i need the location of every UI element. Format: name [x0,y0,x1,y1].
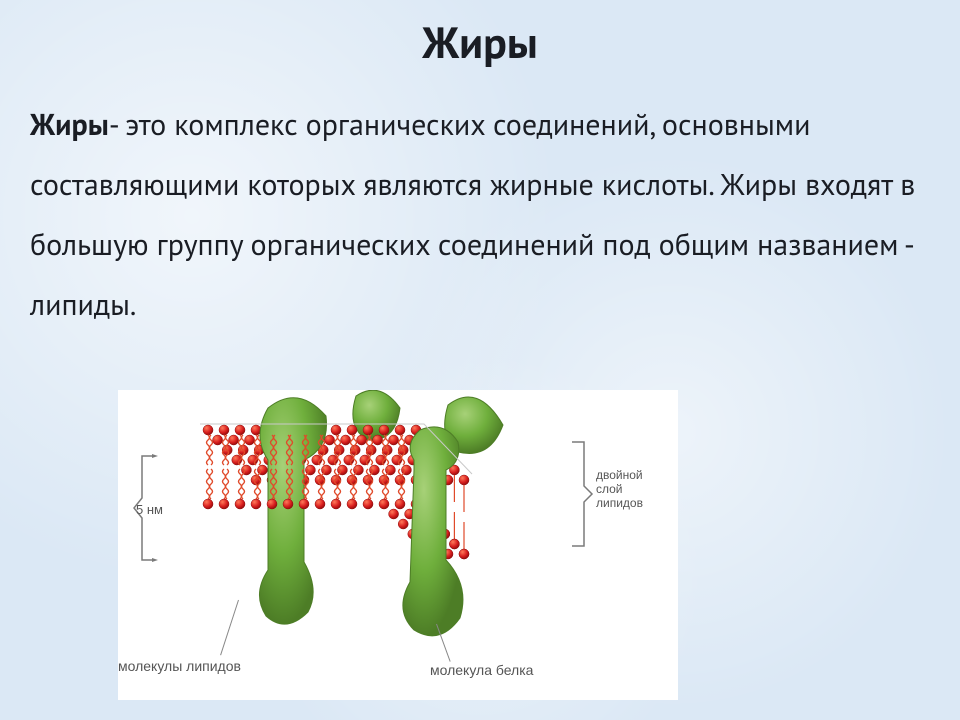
lipid-bilayer-icon [118,390,678,700]
bilayer-bracket-icon [570,440,594,550]
slide: Жиры Жиры- это комплекс органических сое… [0,0,960,720]
body-lead-term: Жиры [30,105,109,144]
body-rest: - это комплекс органических соединений, … [30,105,915,324]
membrane-diagram: 5 нм двойной слой липидов [118,390,678,700]
lipid-mol-label: молекулы липидов [118,658,241,674]
protein-mol-label: молекула белка [430,662,533,678]
slide-title: Жиры [30,14,930,71]
bilayer-label: двойной слой липидов [596,468,643,510]
slide-body-text: Жиры- это комплекс органических соединен… [30,95,930,335]
